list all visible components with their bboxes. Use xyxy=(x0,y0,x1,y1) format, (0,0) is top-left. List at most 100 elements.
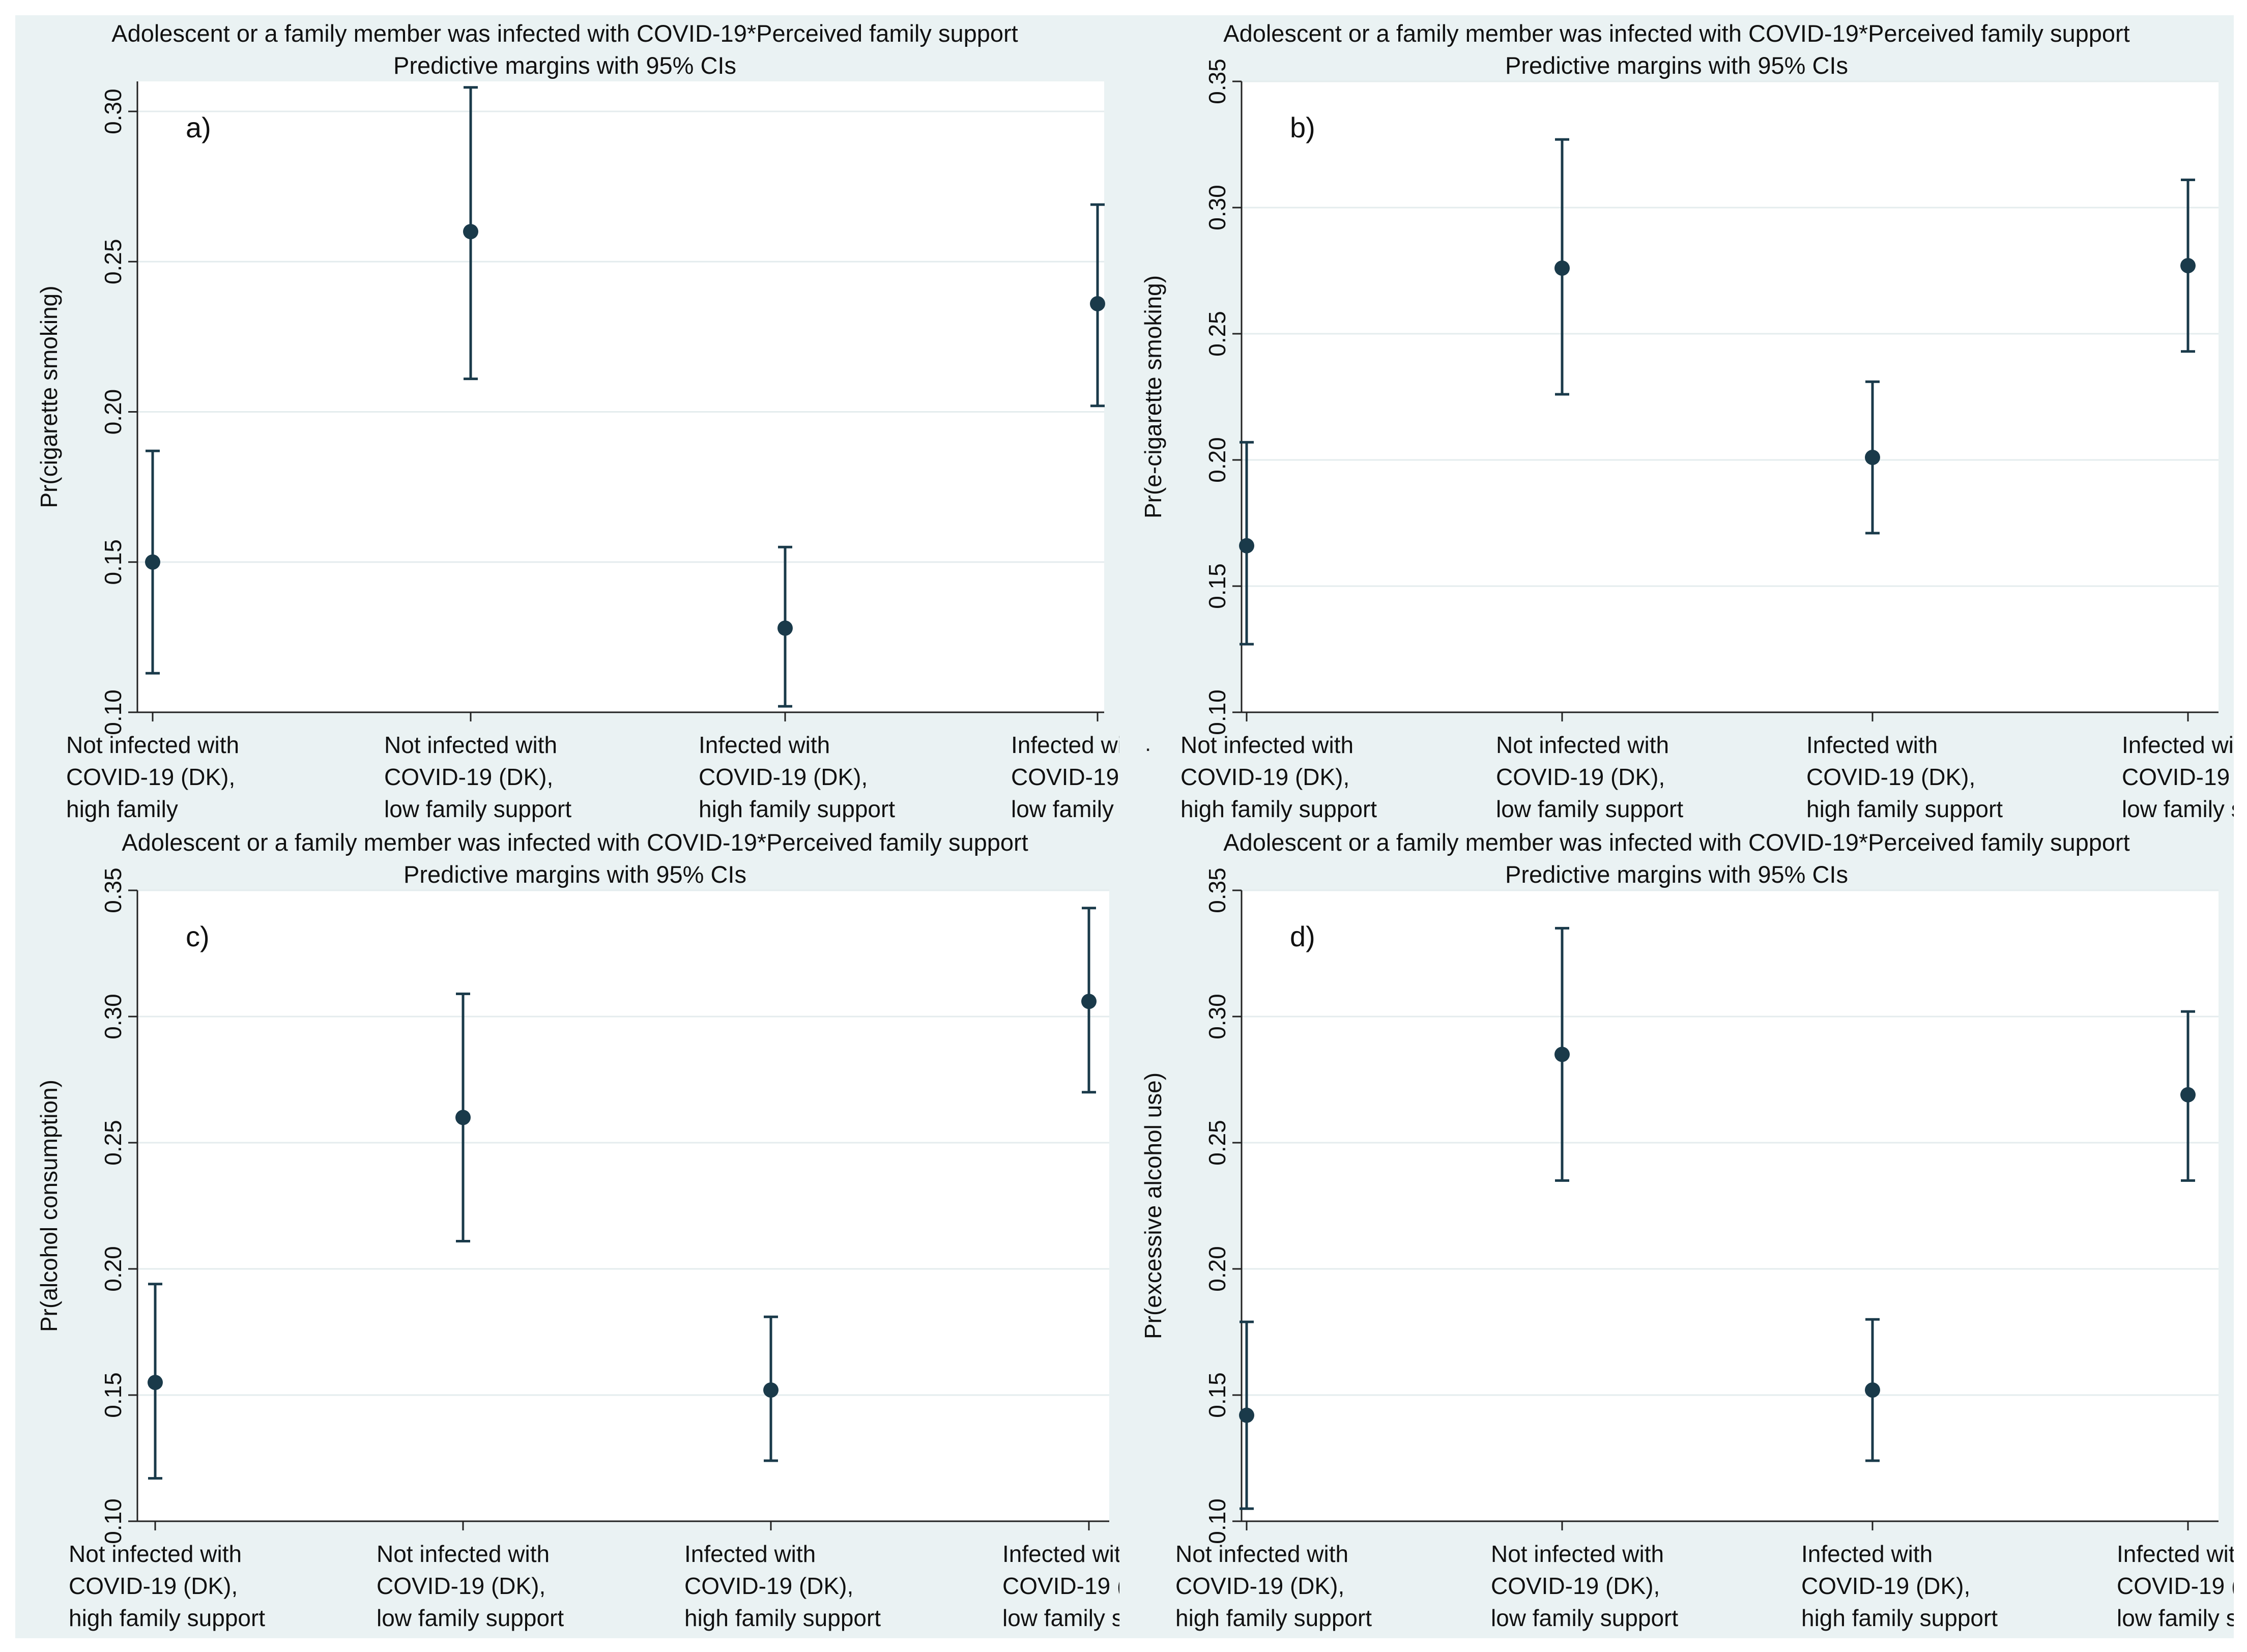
y-axis-label: Pr(cigarette smoking) xyxy=(36,285,62,508)
y-tick-label: 0.35 xyxy=(1204,59,1230,104)
x-tick-label-line: high family support xyxy=(1175,1605,1372,1631)
chart-title: Adolescent or a family member was infect… xyxy=(1223,829,2130,856)
x-tick-label: Infected with COVID-19 (DK), high family s… xyxy=(684,1541,881,1631)
chart-subtitle: Predictive margins with 95% CIs xyxy=(1505,861,1848,888)
y-tick-label: 0.30 xyxy=(1204,185,1230,230)
y-axis-label: Pr(e-cigarette smoking) xyxy=(1140,275,1166,518)
x-tick-label-line: Not infected with xyxy=(66,732,239,758)
chart-title: Adolescent or a family member was infect… xyxy=(111,20,1018,47)
estimate-point xyxy=(145,554,160,570)
y-tick-label: 0.20 xyxy=(100,1246,126,1292)
x-tick-label-line: high family support xyxy=(1801,1605,1998,1631)
y-tick-label: 0.30 xyxy=(1204,994,1230,1039)
panel-a: Adolescent or a family member was infect… xyxy=(15,15,1119,824)
x-tick-label-line: high family support xyxy=(69,1605,265,1631)
x-tick-label-line: low family support xyxy=(1496,796,1683,822)
x-tick-label: Infected with COVID-19 (DK), low family su… xyxy=(1002,1541,1119,1631)
x-tick-label-line: low family support xyxy=(2117,1605,2234,1631)
x-tick-label-line: COVID-19 (DK), xyxy=(1801,1573,1970,1599)
x-tick-label: Not infected with COVID-19 (DK), low famil… xyxy=(1491,1541,1678,1631)
panel-b: Adolescent or a family member was infect… xyxy=(1119,15,2234,824)
y-tick-label: 0.35 xyxy=(1204,867,1230,913)
y-tick-label: 0.25 xyxy=(1204,1120,1230,1166)
x-tick-label: Not infected with COVID-19 (DK), high fami… xyxy=(1180,732,1377,822)
estimate-point xyxy=(1090,296,1105,311)
chart-subtitle: Predictive margins with 95% CIs xyxy=(404,861,746,888)
x-tick-label-line: Not infected with xyxy=(1491,1541,1664,1567)
estimate-point xyxy=(148,1375,163,1390)
panel-label: a) xyxy=(186,111,211,143)
x-tick-label-line: Infected with xyxy=(1011,732,1119,758)
estimate-point xyxy=(455,1110,471,1125)
estimate-point xyxy=(1554,260,1570,276)
estimate-point xyxy=(1239,1407,1254,1423)
x-tick-label-line: COVID-19 (DK), xyxy=(384,764,553,790)
estimate-point xyxy=(777,620,793,636)
chart-title: Adolescent or a family member was infect… xyxy=(1223,20,2130,47)
chart-subtitle: Predictive margins with 95% CIs xyxy=(1505,52,1848,79)
y-tick-label: 0.10 xyxy=(100,1498,126,1544)
x-tick-label-line: Infected with xyxy=(699,732,830,758)
x-tick-label: Infected with COVID-19 (DK), low family su… xyxy=(2122,732,2234,822)
x-tick-label-line: high family support xyxy=(684,1605,881,1631)
x-tick-label-line: Not infected with xyxy=(384,732,557,758)
x-tick-label: Infected with COVID-19 (DK), high family s… xyxy=(1801,1541,1998,1631)
estimate-point xyxy=(1081,994,1097,1009)
estimate-point xyxy=(1554,1047,1570,1062)
x-tick-label-line: COVID-19 (DK), xyxy=(377,1573,545,1599)
chart-svg-c: Adolescent or a family member was infect… xyxy=(36,829,1119,1631)
x-tick-label-line: low family support xyxy=(377,1605,564,1631)
x-tick-label: Infected with COVID-19 (DK), low family su… xyxy=(1011,732,1119,822)
x-tick-label-line: Infected with xyxy=(2122,732,2234,758)
y-axis-label: Pr(alcohol consumption) xyxy=(36,1080,62,1332)
y-tick-label: 0.10 xyxy=(100,689,126,735)
x-tick-label-line: Not infected with xyxy=(1175,1541,1348,1567)
chart-subtitle: Predictive margins with 95% CIs xyxy=(393,52,736,79)
panel-label: c) xyxy=(186,920,210,952)
x-tick-label-line: Not infected with xyxy=(69,1541,242,1567)
plot-area xyxy=(1242,890,2219,1521)
x-tick-label-line: COVID-19 (DK), xyxy=(2117,1573,2234,1599)
chart-svg-a: Adolescent or a family member was infect… xyxy=(36,20,1119,822)
x-tick-label-line: Infected with xyxy=(1002,1541,1119,1567)
stray-mark: . xyxy=(1145,731,1151,756)
x-tick-label-line: COVID-19 (DK), xyxy=(699,764,868,790)
x-tick-label-line: high family support xyxy=(699,796,895,822)
x-tick-label: Not infected with COVID-19 (DK), low famil… xyxy=(1496,732,1683,822)
plot-area xyxy=(137,890,1109,1521)
y-tick-label: 0.15 xyxy=(1204,1372,1230,1418)
estimate-point xyxy=(463,224,478,240)
estimate-point xyxy=(1865,450,1880,466)
y-tick-label: 0.10 xyxy=(1204,1498,1230,1544)
x-tick-label-line: COVID-19 (DK), xyxy=(1175,1573,1344,1599)
chart-svg-d: Adolescent or a family member was infect… xyxy=(1140,829,2234,1631)
x-tick-label-line: high family support xyxy=(1180,796,1377,822)
x-tick-label: Infected with COVID-19 (DK), high family s… xyxy=(1806,732,2003,822)
x-tick-label-line: COVID-19 (DK), xyxy=(2122,764,2234,790)
y-axis-label: Pr(excessive alcohol use) xyxy=(1140,1073,1166,1339)
x-tick-label-line: low family support xyxy=(2122,796,2234,822)
x-tick-label-line: low family support xyxy=(1491,1605,1678,1631)
y-tick-label: 0.15 xyxy=(100,539,126,585)
y-tick-label: 0.15 xyxy=(1204,563,1230,609)
x-tick-label: Not infected with COVID-19 (DK), low famil… xyxy=(384,732,571,822)
y-tick-label: 0.20 xyxy=(1204,1246,1230,1292)
x-tick-label-line: COVID-19 (DK), xyxy=(684,1573,853,1599)
x-tick-label-line: Infected with xyxy=(1801,1541,1933,1567)
x-tick-label-line: COVID-19 (DK), xyxy=(1491,1573,1660,1599)
panel-label: b) xyxy=(1290,111,1315,143)
x-tick-label: Not infected with COVID-19 (DK), high fami… xyxy=(1175,1541,1372,1631)
y-tick-label: 0.25 xyxy=(100,1120,126,1166)
x-tick-label-line: COVID-19 (DK), xyxy=(1806,764,1975,790)
estimate-point xyxy=(1865,1382,1880,1398)
y-tick-label: 0.10 xyxy=(1204,689,1230,735)
x-tick-label-line: Infected with xyxy=(1806,732,1938,758)
x-tick-label-line: Not infected with xyxy=(377,1541,550,1567)
x-tick-label-line: COVID-19 (DK), xyxy=(1496,764,1665,790)
panel-d: Adolescent or a family member was infect… xyxy=(1119,824,2234,1638)
estimate-point xyxy=(1239,538,1254,554)
estimate-point xyxy=(2180,1087,2196,1103)
x-tick-label: Not infected with COVID-19 (DK), low famil… xyxy=(377,1541,564,1631)
x-tick-label-line: COVID-19 (DK), xyxy=(1002,1573,1119,1599)
panel-c: Adolescent or a family member was infect… xyxy=(15,824,1119,1638)
